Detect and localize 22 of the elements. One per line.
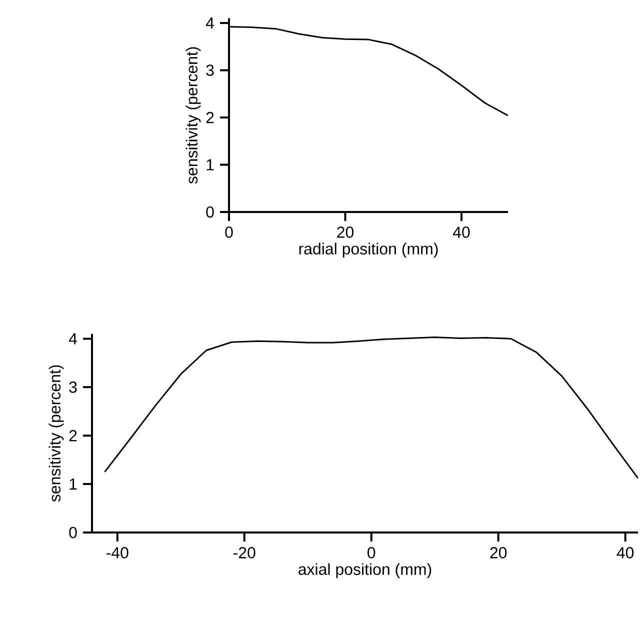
x-tick-label: -20 <box>234 547 256 558</box>
y-tick-label: 4 <box>68 333 77 344</box>
x-axis-title: radial position (mm) <box>299 242 438 258</box>
x-tick-label: -40 <box>106 547 128 558</box>
y-tick-label: 1 <box>206 159 214 170</box>
y-axis-title: sensitivity (percent) <box>48 365 64 502</box>
y-tick-label: 2 <box>69 430 77 442</box>
x-axis-title: axial position (mm) <box>298 563 432 578</box>
y-tick-label: 3 <box>69 382 77 393</box>
x-tick-label: 0 <box>368 547 376 558</box>
x-tick-label: 40 <box>616 547 634 558</box>
y-tick-label: 0 <box>69 526 77 538</box>
y-tick-label: 0 <box>206 206 214 218</box>
y-tick-label: 3 <box>206 64 214 76</box>
y-axis-title: sensitivity (percent) <box>186 47 201 184</box>
x-tick-label: 20 <box>337 226 354 238</box>
y-tick-label: 2 <box>206 112 214 124</box>
x-tick-label: 0 <box>225 226 233 238</box>
x-tick-label: 20 <box>490 547 507 558</box>
x-tick-label: 40 <box>452 226 470 238</box>
y-tick-label: 1 <box>70 478 77 490</box>
y-tick-label: 4 <box>206 18 214 29</box>
